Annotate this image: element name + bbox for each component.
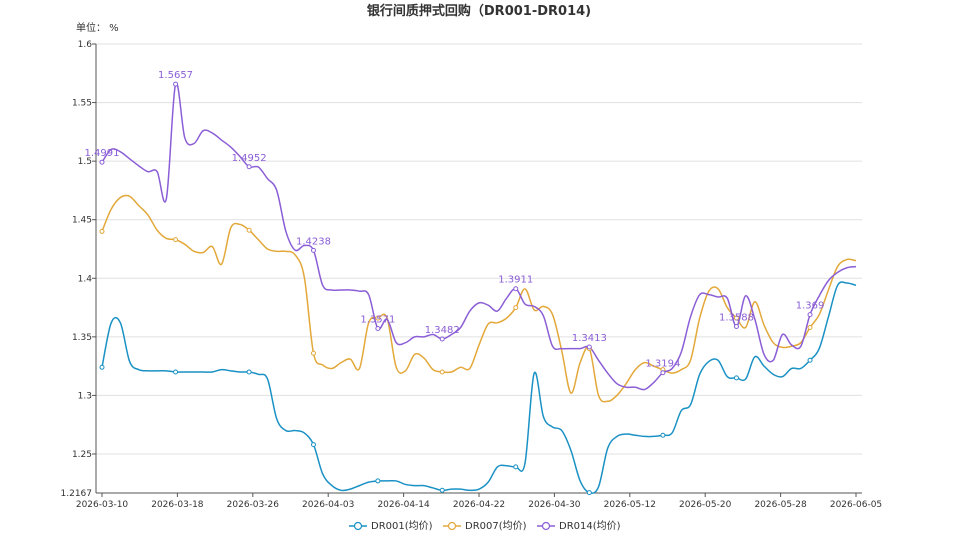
y-tick-label: 1.25 <box>72 450 92 460</box>
x-tick-label: 2026-04-03 <box>302 500 354 510</box>
data-point-marker <box>439 336 445 342</box>
y-tick-label: 1.55 <box>72 99 92 109</box>
legend[interactable]: DR001(均价) DR007(均价) DR014(均价) <box>349 520 621 532</box>
data-label: 1.4991 <box>85 148 120 159</box>
data-point-marker <box>807 312 813 318</box>
data-point-marker <box>375 326 381 332</box>
data-point-marker <box>310 442 316 448</box>
data-point-marker <box>586 490 592 496</box>
data-point-marker <box>246 227 252 233</box>
legend-marker-icon <box>447 521 457 531</box>
data-label: 1.3194 <box>645 359 680 370</box>
x-tick-label: 2026-05-28 <box>754 500 807 510</box>
legend-label: DR007(均价) <box>465 520 527 532</box>
x-tick-label: 2026-03-18 <box>151 500 204 510</box>
data-point-marker <box>807 357 813 363</box>
data-point-marker <box>733 324 739 330</box>
data-label: 1.5657 <box>158 70 193 81</box>
data-point-marker <box>439 487 445 493</box>
data-label: 1.3413 <box>572 333 607 344</box>
y-tick-label: 1.4 <box>78 274 93 284</box>
x-tick-labels: 2026-03-10 2026-03-18 2026-03-26 2026-04-03… <box>76 500 882 510</box>
data-point-marker <box>439 369 445 375</box>
data-point-marker <box>586 344 592 350</box>
data-point-marker <box>246 164 252 170</box>
legend-item-2[interactable]: DR007(均价) <box>443 520 527 532</box>
data-point-marker <box>513 286 519 292</box>
data-point-marker <box>173 81 179 87</box>
data-label: 1.3911 <box>498 275 533 286</box>
data-label: 1.3482 <box>425 325 460 336</box>
data-point-marker <box>310 350 316 356</box>
legend-item-3[interactable]: DR014(均价) <box>537 520 621 532</box>
data-point-marker <box>807 324 813 330</box>
y-tick-label: 1.2167 <box>61 489 93 499</box>
y-tick-label: 1.3 <box>78 391 92 401</box>
series-line-3 <box>101 82 857 391</box>
data-point-marker <box>375 315 381 321</box>
data-label: 1.4238 <box>296 236 331 247</box>
y-tick-label: 1.6 <box>78 40 93 50</box>
y-tick-label: 1.35 <box>72 333 92 343</box>
data-point-marker <box>375 478 381 484</box>
data-point-marker <box>513 464 519 470</box>
data-markers <box>99 81 813 496</box>
x-tick-label: 2026-06-05 <box>830 500 882 510</box>
data-point-marker <box>173 369 179 375</box>
legend-label: DR014(均价) <box>559 520 621 532</box>
legend-item-1[interactable]: DR001(均价) <box>349 520 433 532</box>
data-point-marker <box>733 375 739 381</box>
data-label: 1.3588 <box>719 313 754 324</box>
x-tick-label: 2026-04-30 <box>528 500 581 510</box>
y-tick-label: 1.5 <box>78 157 92 167</box>
x-tick-label: 2026-04-22 <box>453 500 505 510</box>
legend-marker-icon <box>541 521 551 531</box>
y-tick-label: 1.45 <box>72 216 92 226</box>
x-tick-label: 2026-03-10 <box>76 500 129 510</box>
unit-label: 单位： % <box>76 21 119 34</box>
data-point-marker <box>99 159 105 165</box>
series-line-1 <box>101 281 857 494</box>
data-point-marker <box>99 364 105 370</box>
chart-title: 银行间质押式回购（DR001-DR014) <box>367 3 591 19</box>
data-point-marker <box>99 228 105 234</box>
data-label: 1.369 <box>796 301 825 312</box>
series-lines <box>101 82 857 494</box>
data-label: 1.4952 <box>232 153 267 164</box>
data-labels: 1.4991 1.5657 1.4952 1.4238 1.3571 1.3482 1.39… <box>85 70 825 370</box>
data-point-marker <box>173 237 179 243</box>
y-tick-labels: 1.6 1.55 1.5 1.45 1.4 1.35 1.3 1.25 1.2167 <box>61 40 93 499</box>
legend-marker-icon <box>353 521 363 531</box>
x-tick-label: 2026-04-14 <box>377 500 430 510</box>
data-point-marker <box>660 370 666 376</box>
x-tick-label: 2026-05-20 <box>679 500 732 510</box>
data-point-marker <box>310 247 316 253</box>
data-point-marker <box>733 315 739 321</box>
axes <box>92 43 862 497</box>
data-label: 1.3571 <box>360 315 395 326</box>
legend-label: DR001(均价) <box>371 520 433 532</box>
data-point-marker <box>660 432 666 438</box>
x-tick-label: 2026-05-12 <box>604 500 656 510</box>
series-line-2 <box>101 194 857 403</box>
x-tick-label: 2026-03-26 <box>227 500 280 510</box>
data-point-marker <box>513 305 519 311</box>
data-point-marker <box>246 369 252 375</box>
grid-lines <box>96 43 862 455</box>
